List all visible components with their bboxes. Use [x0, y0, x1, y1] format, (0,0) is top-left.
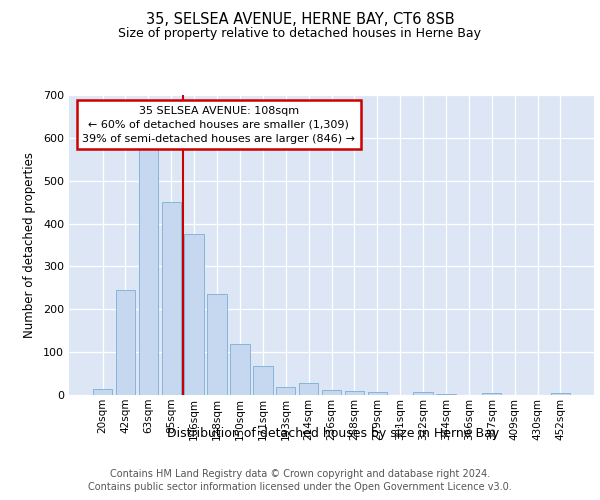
Bar [184, 234, 204, 395]
Bar [93, 388, 112, 395]
Text: 35 SELSEA AVENUE: 108sqm
← 60% of detached houses are smaller (1,309)
39% of sem: 35 SELSEA AVENUE: 108sqm ← 60% of detach… [82, 106, 355, 144]
Bar [276, 388, 295, 395]
Text: Contains public sector information licensed under the Open Government Licence v3: Contains public sector information licen… [88, 482, 512, 492]
Bar [322, 390, 341, 395]
Text: 35, SELSEA AVENUE, HERNE BAY, CT6 8SB: 35, SELSEA AVENUE, HERNE BAY, CT6 8SB [146, 12, 454, 28]
Text: Contains HM Land Registry data © Crown copyright and database right 2024.: Contains HM Land Registry data © Crown c… [110, 469, 490, 479]
Bar [208, 294, 227, 395]
Bar [116, 290, 135, 395]
Bar [413, 392, 433, 395]
Bar [139, 144, 158, 395]
Y-axis label: Number of detached properties: Number of detached properties [23, 152, 36, 338]
Text: Size of property relative to detached houses in Herne Bay: Size of property relative to detached ho… [119, 28, 482, 40]
Bar [551, 393, 570, 395]
Bar [482, 393, 502, 395]
Bar [299, 383, 319, 395]
Bar [161, 202, 181, 395]
Bar [344, 391, 364, 395]
Text: Distribution of detached houses by size in Herne Bay: Distribution of detached houses by size … [167, 428, 499, 440]
Bar [368, 392, 387, 395]
Bar [253, 366, 272, 395]
Bar [436, 394, 455, 395]
Bar [230, 344, 250, 395]
